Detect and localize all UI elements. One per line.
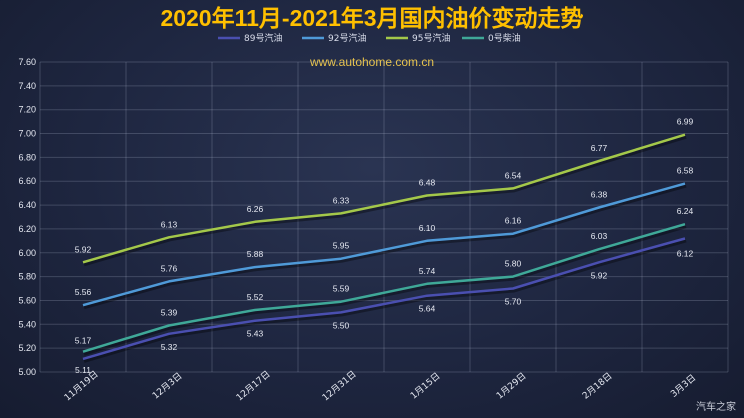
series-line <box>82 237 686 361</box>
data-label: 5.32 <box>161 342 178 352</box>
data-label: 6.12 <box>677 248 694 258</box>
x-axis: 11月19日 12月3日 12月17日 12月31日 1月15日 1月29日 2月18日 3月… <box>62 369 698 404</box>
data-label: 6.03 <box>591 231 608 241</box>
data-label: 5.92 <box>591 270 608 280</box>
y-tick-label: 6.00 <box>18 248 36 258</box>
series-line-shadow <box>83 238 687 363</box>
y-tick-label: 5.40 <box>18 319 36 329</box>
data-label: 5.50 <box>333 320 350 330</box>
series-line <box>82 133 686 264</box>
data-label: 6.58 <box>677 166 694 176</box>
y-axis: 5.00 5.20 5.40 5.60 5.80 6.00 6.20 6.40 6.60 6.80… <box>18 57 36 377</box>
y-tick-label: 5.80 <box>18 272 36 282</box>
x-tick-label: 12月3日 <box>150 371 184 402</box>
y-tick-label: 6.60 <box>18 176 36 186</box>
legend: 89号汽油 92号汽油 95号汽油 0号柴油 <box>218 32 521 44</box>
x-tick-label: 12月31日 <box>320 369 358 404</box>
data-label: 6.33 <box>333 195 350 205</box>
data-label: 6.77 <box>591 143 608 153</box>
data-label: 5.80 <box>505 259 522 269</box>
y-tick-label: 7.00 <box>18 129 36 139</box>
y-tick-label: 6.20 <box>18 224 36 234</box>
data-label: 5.95 <box>333 241 350 251</box>
data-label: 5.52 <box>247 292 264 302</box>
x-tick-label: 12月17日 <box>234 369 272 404</box>
data-label: 6.24 <box>677 206 694 216</box>
y-tick-label: 7.20 <box>18 105 36 115</box>
data-label: 5.64 <box>419 304 436 314</box>
y-tick-label: 6.40 <box>18 200 36 210</box>
data-label: 5.17 <box>75 336 92 346</box>
data-label: 5.39 <box>161 308 178 318</box>
data-label: 5.70 <box>505 297 522 307</box>
data-label: 6.26 <box>247 204 264 214</box>
y-tick-label: 5.00 <box>18 367 36 377</box>
watermark-url: www.autohome.com.cn <box>309 55 434 69</box>
legend-label: 92号汽油 <box>328 32 366 44</box>
data-label: 6.10 <box>419 223 436 233</box>
chart-title: 2020年11月-2021年3月国内油价变动走势 <box>160 5 583 31</box>
x-tick-label: 1月15日 <box>408 371 442 402</box>
grid <box>39 61 729 373</box>
data-labels: 5.11 5.32 5.43 5.50 5.64 5.70 5.92 6.12 5.56 5.76… <box>75 117 694 375</box>
series-line <box>82 222 686 353</box>
data-label: 5.43 <box>247 329 264 339</box>
data-label: 5.59 <box>333 284 350 294</box>
data-label: 5.88 <box>247 249 264 259</box>
data-label: 6.38 <box>591 189 608 199</box>
data-label: 5.56 <box>75 287 92 297</box>
data-label: 6.16 <box>505 216 522 226</box>
data-label: 6.48 <box>419 178 436 188</box>
legend-label: 89号汽油 <box>244 32 282 44</box>
data-label: 5.92 <box>75 244 92 254</box>
data-label: 6.99 <box>677 117 694 127</box>
data-label: 6.13 <box>161 219 178 229</box>
x-tick-label: 2月18日 <box>580 371 614 402</box>
series-lines <box>82 133 687 363</box>
y-tick-label: 7.40 <box>18 81 36 91</box>
series-line-shadow <box>83 134 687 267</box>
legend-label: 95号汽油 <box>412 32 450 44</box>
series-line-shadow <box>83 224 687 356</box>
y-tick-label: 5.20 <box>18 343 36 353</box>
data-label: 5.74 <box>419 266 436 276</box>
x-tick-label: 1月29日 <box>494 371 528 402</box>
y-tick-label: 5.60 <box>18 295 36 305</box>
y-tick-label: 6.80 <box>18 152 36 162</box>
series-line <box>82 182 686 307</box>
brand-logo-text: 汽车之家 <box>696 400 736 413</box>
series-line-shadow <box>83 183 687 310</box>
data-label: 5.11 <box>75 365 91 375</box>
legend-label: 0号柴油 <box>488 32 521 44</box>
data-label: 6.54 <box>505 170 522 180</box>
x-tick-label: 3月3日 <box>669 372 699 399</box>
y-tick-label: 7.60 <box>18 57 36 67</box>
data-label: 5.76 <box>161 263 178 273</box>
